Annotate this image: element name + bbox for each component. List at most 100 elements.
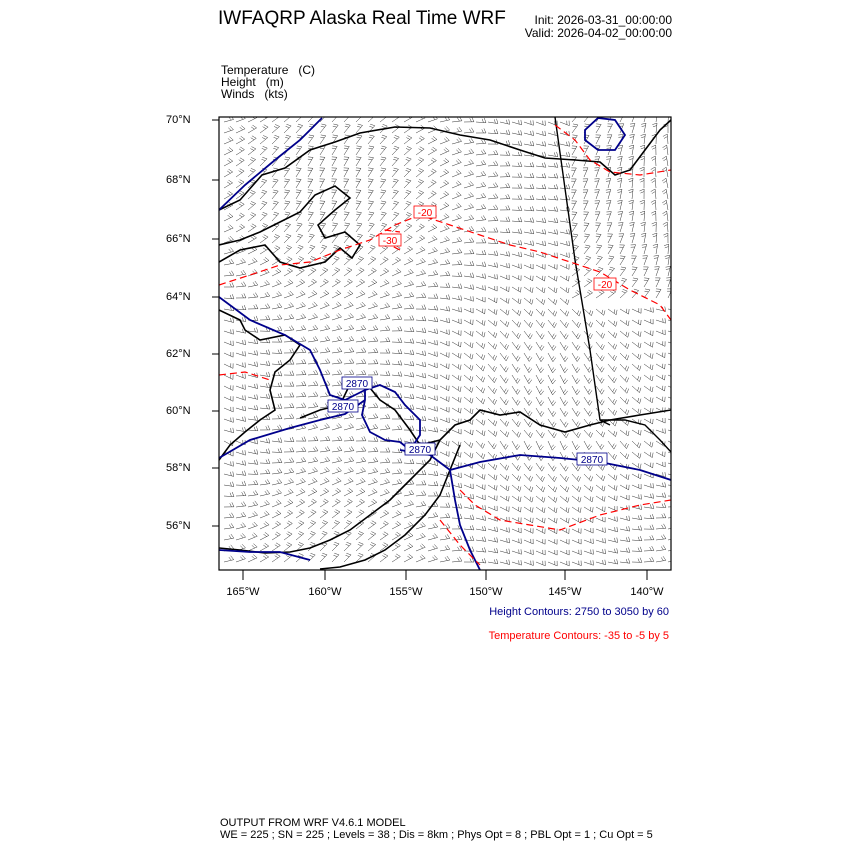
wind-barb <box>415 257 426 266</box>
wind-barb <box>379 156 387 167</box>
wind-barb <box>355 436 367 442</box>
wind-barb <box>439 306 451 312</box>
wind-barb <box>391 189 399 200</box>
svg-text:-30: -30 <box>383 236 398 247</box>
wind-barb <box>559 184 571 190</box>
wind-barb <box>643 374 654 382</box>
wind-barb <box>391 553 401 563</box>
wind-barb <box>499 548 510 555</box>
wind-barb <box>355 256 365 266</box>
field-height: Height (m) <box>221 75 284 89</box>
wind-barb <box>271 268 282 277</box>
wind-barb <box>391 117 400 123</box>
wind-barb <box>547 473 557 483</box>
wind-barb <box>439 502 451 508</box>
wind-barb <box>427 373 438 380</box>
wind-barb <box>319 156 326 167</box>
wind-barb <box>499 119 511 125</box>
wind-barb <box>319 456 331 464</box>
wind-barb <box>571 374 580 385</box>
wind-barb <box>391 349 403 355</box>
wind-barb <box>343 178 350 189</box>
wind-barb <box>247 327 259 333</box>
wind-barb <box>655 461 666 468</box>
wind-barb <box>451 352 462 359</box>
wind-barb <box>619 385 629 394</box>
wind-barb <box>247 383 258 389</box>
wind-barb <box>535 141 547 147</box>
wind-barb <box>415 316 427 322</box>
wind-barb <box>628 144 635 156</box>
wind-barb <box>547 162 559 168</box>
wind-barb <box>439 329 450 335</box>
wind-barb <box>535 217 547 223</box>
wind-barb <box>391 521 402 530</box>
wind-barb <box>355 117 362 123</box>
wind-barb <box>463 451 474 459</box>
wind-barb <box>475 249 487 255</box>
wind-barb <box>547 151 559 158</box>
svg-text:-20: -20 <box>598 280 613 291</box>
wind-barb <box>629 221 635 233</box>
wind-barb <box>487 274 498 280</box>
wind-barb <box>259 212 268 222</box>
wind-barb <box>547 560 558 567</box>
wind-barb <box>295 189 302 200</box>
wind-barb <box>307 369 319 376</box>
wind-barb <box>331 211 338 222</box>
wind-barb <box>463 272 475 278</box>
wind-barb <box>343 467 354 475</box>
wind-barb <box>319 222 327 233</box>
wind-barb <box>463 374 474 382</box>
wind-barb <box>487 182 499 189</box>
wind-barb <box>661 188 669 200</box>
wind-barb <box>523 228 535 235</box>
wind-barb <box>367 423 379 431</box>
wind-barb <box>355 531 365 541</box>
wind-barb <box>259 189 268 200</box>
wind-barb <box>259 438 271 444</box>
wind-barb <box>463 284 475 290</box>
wind-barb <box>643 266 649 277</box>
wind-barb <box>271 468 283 475</box>
wind-barb <box>367 542 377 552</box>
wind-barb <box>535 549 546 556</box>
wind-barb <box>523 385 533 396</box>
wind-barb <box>487 537 499 543</box>
wind-barb <box>295 313 307 321</box>
wind-barb <box>583 117 589 123</box>
wind-barb <box>535 484 546 493</box>
wind-barb <box>583 495 594 503</box>
wind-barb <box>595 244 603 255</box>
wind-barb <box>595 527 606 533</box>
wind-barb <box>259 280 271 288</box>
wind-barb <box>271 414 283 420</box>
wind-barb <box>271 348 283 354</box>
wind-barb <box>367 211 375 222</box>
wind-barb <box>547 184 559 190</box>
wind-barb <box>499 341 509 351</box>
wind-barb <box>307 391 319 398</box>
wind-barb <box>571 506 582 513</box>
wind-barb <box>271 458 283 464</box>
wind-barb <box>331 222 339 233</box>
wind-barb <box>307 358 319 365</box>
wind-barb <box>451 451 462 458</box>
wind-barb <box>667 506 671 508</box>
wind-barb <box>283 370 295 376</box>
wind-barb <box>403 189 412 200</box>
footer-model: OUTPUT FROM WRF V4.6.1 MODEL <box>220 817 406 829</box>
wind-barb <box>403 315 415 321</box>
wind-barb <box>547 130 558 137</box>
wind-barb <box>463 170 475 178</box>
wind-barb <box>307 145 314 156</box>
wind-barb <box>559 264 570 270</box>
wind-barb <box>619 515 630 522</box>
wind-barb <box>271 124 281 134</box>
wind-barb <box>535 363 544 374</box>
wind-barb <box>667 539 671 541</box>
wind-barb <box>547 195 559 201</box>
wind-barb <box>487 418 498 427</box>
wind-barb <box>559 341 569 351</box>
